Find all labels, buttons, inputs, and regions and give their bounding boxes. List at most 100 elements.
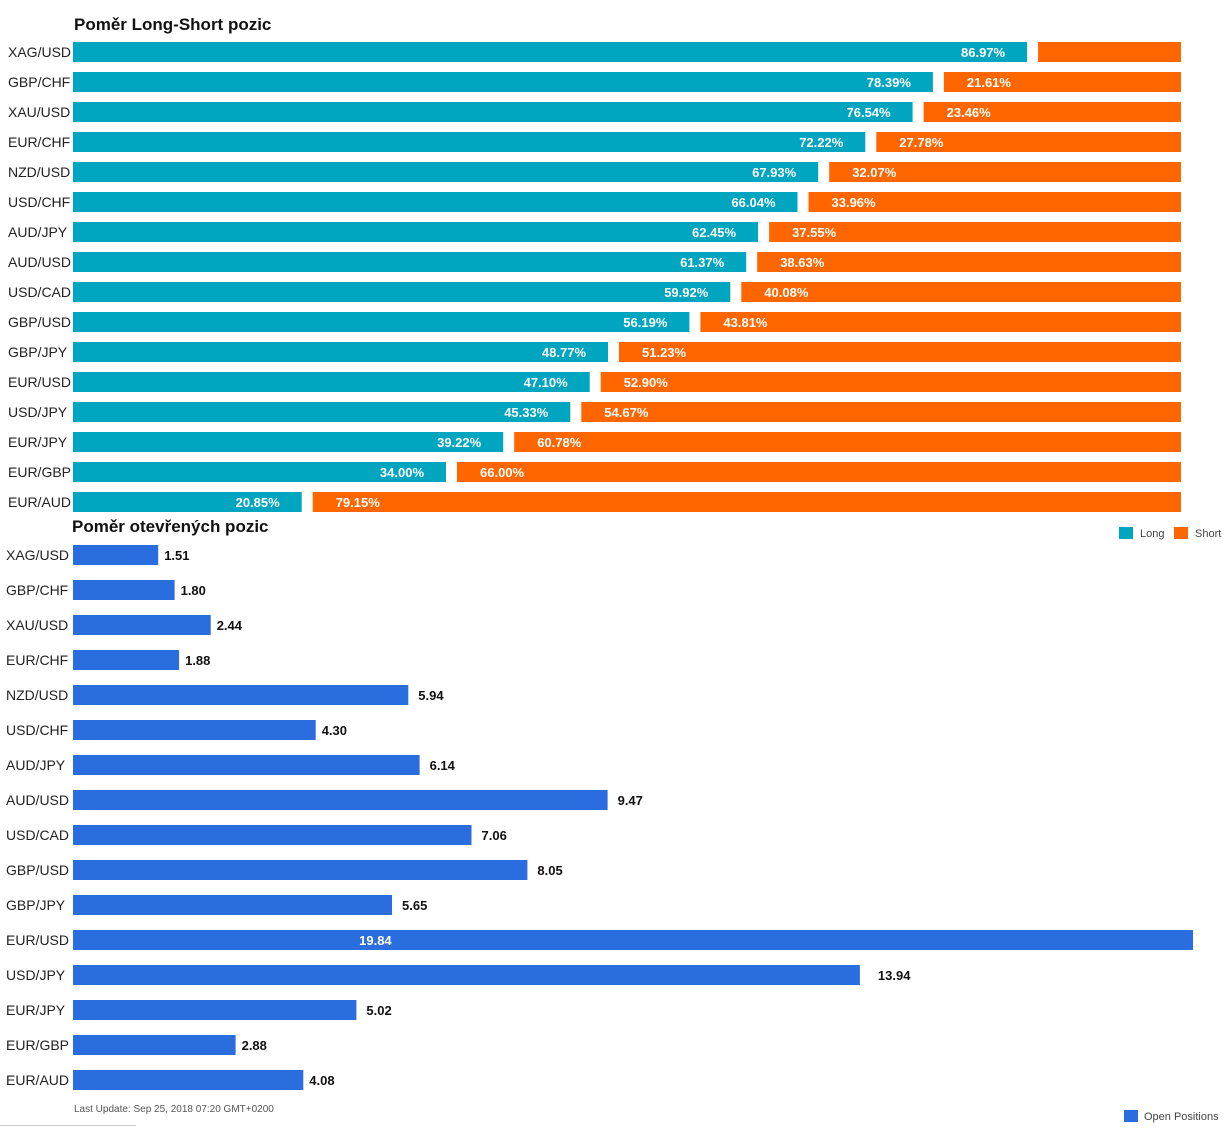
open-positions-value-label: 5.94 [418,688,444,703]
long-bar [73,252,747,272]
open-positions-bar [73,615,211,635]
open-positions-bar [73,1000,357,1020]
long-value-label: 45.33% [504,405,549,420]
chart-title-open-positions: Poměr otevřených pozic [72,517,269,536]
short-bar [829,162,1181,182]
category-label: GBP/CHF [6,582,68,598]
long-bar [73,342,608,362]
short-bar [876,132,1181,152]
short-value-label: 54.67% [604,405,649,420]
category-label: USD/JPY [6,967,66,983]
long-bar [73,372,590,392]
last-update-text: Last Update: Sep 25, 2018 07:20 GMT+0200 [74,1104,274,1115]
long-value-label: 48.77% [542,345,587,360]
open-positions-value-label: 5.65 [402,898,427,913]
legend-label-short: Short [1195,528,1221,540]
short-bar [808,192,1181,212]
legend-swatch-open-positions [1124,1110,1138,1122]
category-label: GBP/USD [6,862,69,878]
category-label: GBP/CHF [8,74,70,90]
open-positions-value-label: 4.30 [322,723,347,738]
short-bar [514,432,1181,452]
long-value-label: 34.00% [380,465,425,480]
category-label: GBP/JPY [8,344,68,360]
legend-swatch-short [1174,527,1188,539]
open-positions-bar [73,1035,236,1055]
long-bar [73,432,504,452]
short-value-label: 40.08% [764,285,809,300]
long-value-label: 66.04% [731,195,776,210]
long-bar [73,42,1028,62]
category-label: AUD/JPY [8,224,68,240]
open-positions-value-label: 19.84 [359,933,392,948]
long-bar [73,282,731,302]
open-positions-bar [73,720,316,740]
category-label: USD/CAD [6,827,69,843]
category-label: XAU/USD [6,617,68,633]
short-bar [1038,42,1181,62]
category-label: XAU/USD [8,104,70,120]
open-positions-value-label: 1.80 [181,583,206,598]
open-positions-bar [73,930,1193,950]
category-label: EUR/GBP [8,464,71,480]
short-value-label: 21.61% [967,75,1012,90]
short-value-label: 51.23% [642,345,687,360]
long-value-label: 56.19% [623,315,668,330]
open-positions-value-label: 13.94 [878,968,911,983]
category-label: AUD/USD [8,254,71,270]
legend-label-long: Long [1140,528,1164,540]
legend-swatch-long [1119,527,1133,539]
open-positions-bar [73,790,608,810]
open-positions-value-label: 1.51 [164,548,189,563]
short-value-label: 32.07% [852,165,897,180]
category-label: USD/CAD [8,284,71,300]
short-value-label: 37.55% [792,225,837,240]
open-positions-bar [73,1070,304,1090]
long-value-label: 72.22% [799,135,844,150]
long-value-label: 67.93% [752,165,797,180]
category-label: EUR/GBP [6,1037,69,1053]
short-bar [600,372,1181,392]
short-bar [457,462,1181,482]
short-bar [581,402,1181,422]
long-value-label: 59.92% [664,285,709,300]
category-label: EUR/CHF [8,134,70,150]
open-positions-bar [73,650,180,670]
long-bar [73,402,571,422]
short-value-label: 79.15% [336,495,381,510]
open-positions-bar [73,545,159,565]
long-value-label: 78.39% [867,75,912,90]
short-value-label: 60.78% [537,435,582,450]
long-bar [73,492,302,512]
category-label: AUD/USD [6,792,69,808]
long-value-label: 20.85% [236,495,281,510]
long-bar [73,192,798,212]
open-positions-value-label: 1.88 [185,653,210,668]
long-bar [73,462,446,482]
category-label: USD/CHF [8,194,70,210]
footer-divider [0,1125,136,1126]
short-bar [312,492,1181,512]
open-positions-value-label: 2.88 [242,1038,267,1053]
short-value-label: 43.81% [723,315,768,330]
category-label: NZD/USD [6,687,68,703]
open-positions-value-label: 7.06 [482,828,507,843]
open-positions-bar [73,895,392,915]
category-label: EUR/USD [6,932,69,948]
short-bar [923,102,1181,122]
short-bar [700,312,1181,332]
long-value-label: 62.45% [692,225,737,240]
legend-label-open-positions: Open Positions [1144,1111,1219,1123]
long-value-label: 61.37% [680,255,725,270]
open-positions-bar [73,965,860,985]
category-label: AUD/JPY [6,757,66,773]
open-positions-value-label: 6.14 [430,758,456,773]
long-value-label: 76.54% [847,105,892,120]
category-label: EUR/AUD [6,1072,69,1088]
long-value-label: 47.10% [524,375,569,390]
short-bar [619,342,1181,362]
short-bar [769,222,1181,242]
category-label: GBP/JPY [6,897,66,913]
short-value-label: 33.96% [832,195,877,210]
